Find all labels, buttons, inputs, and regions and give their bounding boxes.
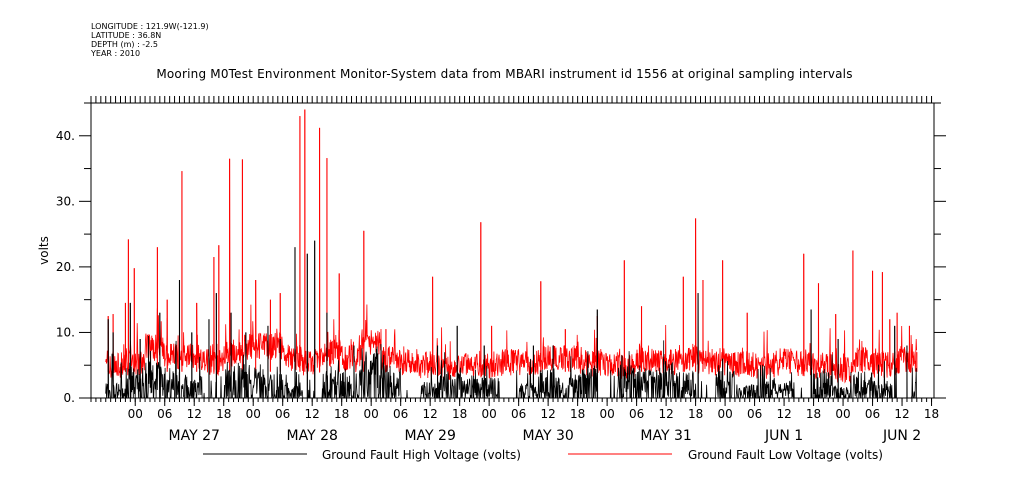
x-tick-label: 00 <box>717 407 732 421</box>
legend-label-low-voltage: Ground Fault Low Voltage (volts) <box>688 448 883 462</box>
x-tick-label: 06 <box>511 407 526 421</box>
x-tick-label: 12 <box>540 407 555 421</box>
y-tick-label: 30. <box>56 194 75 208</box>
x-tick-label: 18 <box>334 407 349 421</box>
x-tick-label: 18 <box>216 407 231 421</box>
day-label: JUN 2 <box>882 428 921 444</box>
day-label: MAY 30 <box>522 428 573 444</box>
metadata-block: LONGITUDE : 121.9W(-121.9) LATITUDE : 36… <box>91 22 209 58</box>
x-tick-label: 18 <box>688 407 703 421</box>
x-tick-label: 00 <box>128 407 143 421</box>
x-tick-label: 12 <box>776 407 791 421</box>
x-tick-label: 00 <box>599 407 614 421</box>
x-tick-label: 18 <box>452 407 467 421</box>
x-tick-label: 00 <box>835 407 850 421</box>
day-label: MAY 31 <box>640 428 691 444</box>
x-tick-label: 00 <box>246 407 261 421</box>
legend-label-high-voltage: Ground Fault High Voltage (volts) <box>322 448 521 462</box>
day-label: MAY 27 <box>169 428 220 444</box>
x-tick-label: 00 <box>482 407 497 421</box>
y-axis-label: volts <box>37 236 51 265</box>
y-tick-label: 10. <box>56 325 75 339</box>
x-tick-label: 12 <box>423 407 438 421</box>
chart-title: Mooring M0Test Environment Monitor-Syste… <box>156 67 853 81</box>
x-tick-label: 06 <box>865 407 880 421</box>
x-tick-label: 18 <box>806 407 821 421</box>
day-label: JUN 1 <box>764 428 803 444</box>
x-tick-label: 18 <box>570 407 585 421</box>
x-tick-label: 06 <box>747 407 762 421</box>
x-tick-label: 06 <box>157 407 172 421</box>
year-text: YEAR : 2010 <box>91 49 141 58</box>
x-tick-label: 12 <box>658 407 673 421</box>
series-line-low-voltage <box>105 109 917 384</box>
x-tick-label: 06 <box>275 407 290 421</box>
latitude-text: LATITUDE : 36.8N <box>91 31 162 40</box>
y-tick-label: 40. <box>56 129 75 143</box>
x-tick-label: 06 <box>629 407 644 421</box>
x-tick-label: 12 <box>894 407 909 421</box>
day-label: MAY 29 <box>404 428 455 444</box>
y-tick-label: 0. <box>64 391 75 405</box>
plot-frame <box>90 102 935 399</box>
x-tick-label: 18 <box>924 407 939 421</box>
x-tick-label: 12 <box>187 407 202 421</box>
day-label: MAY 28 <box>287 428 338 444</box>
y-tick-label: 20. <box>56 260 75 274</box>
depth-text: DEPTH (m) : -2.5 <box>91 40 158 49</box>
x-tick-label: 06 <box>393 407 408 421</box>
longitude-text: LONGITUDE : 121.9W(-121.9) <box>91 22 209 31</box>
x-tick-label: 00 <box>364 407 379 421</box>
x-tick-label: 12 <box>305 407 320 421</box>
